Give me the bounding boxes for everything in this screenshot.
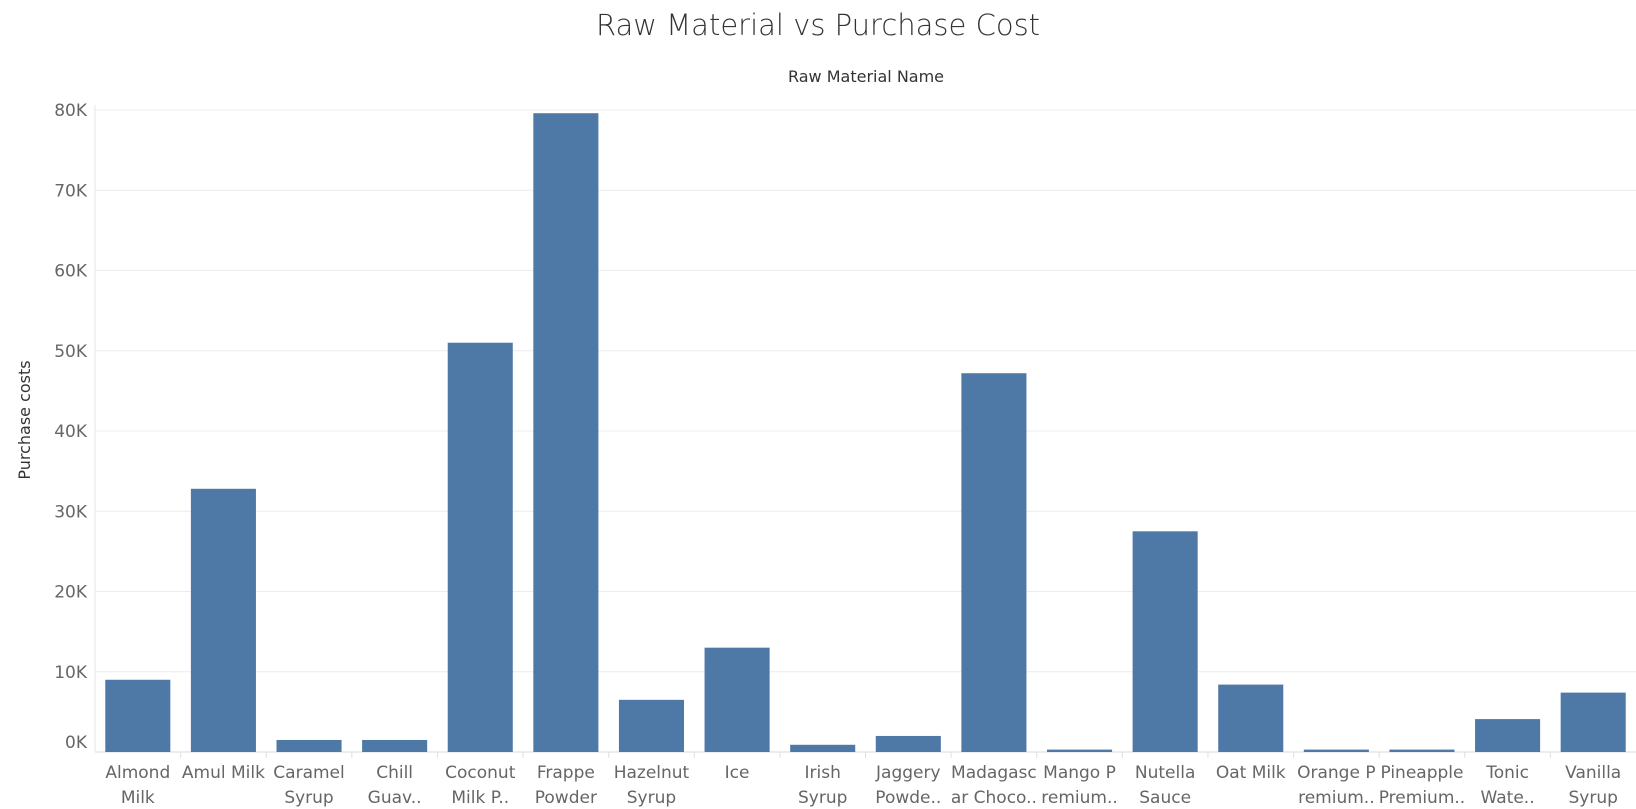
bar[interactable]	[362, 739, 428, 752]
x-tick-label: Ice	[725, 763, 750, 783]
x-tick-label: Pineapple Premium..	[1379, 763, 1465, 808]
bar[interactable]	[1475, 719, 1541, 752]
y-tick-label: 60K	[54, 262, 88, 282]
x-tick-label: Tonic Wate..	[1481, 763, 1535, 808]
x-tick-label: Nutella Sauce	[1135, 763, 1195, 808]
x-tick-label: Vanilla Syrup	[1565, 763, 1621, 808]
y-axis-ticks: 0K 10K 20K 30K 40K 50K 60K 70K 80K	[54, 101, 88, 753]
bar[interactable]	[704, 647, 770, 752]
bar[interactable]	[790, 744, 856, 752]
bar[interactable]	[1389, 749, 1455, 752]
bar[interactable]	[1132, 531, 1198, 752]
gridlines	[94, 105, 1636, 753]
x-axis-title: Raw Material Name	[788, 67, 944, 86]
x-tick-label: Amul Milk	[182, 763, 265, 783]
x-tick-label: Irish Syrup	[798, 763, 847, 808]
bar[interactable]	[1303, 749, 1369, 752]
x-tick-label: Jaggery Powde..	[875, 763, 941, 808]
x-tick-label: Caramel Syrup	[273, 763, 344, 808]
bar[interactable]	[875, 735, 941, 752]
y-tick-label: 50K	[54, 342, 88, 362]
y-tick-label: 0K	[65, 733, 88, 753]
x-tick-label: Chill Guav..	[368, 763, 422, 808]
x-tick-label: Frappe Powder	[535, 763, 597, 808]
y-tick-label: 40K	[54, 422, 88, 442]
y-tick-label: 80K	[54, 101, 88, 121]
chart-title: Raw Material vs Purchase Cost	[595, 8, 1041, 42]
bar[interactable]	[1046, 749, 1113, 752]
y-tick-label: 10K	[54, 663, 88, 683]
bar[interactable]	[105, 679, 171, 752]
x-tick-label: Coconut Milk P..	[445, 763, 516, 808]
bar[interactable]	[190, 488, 256, 752]
bar[interactable]	[276, 739, 342, 752]
bar[interactable]	[1560, 692, 1626, 752]
x-tick-label: Hazelnut Syrup	[614, 763, 690, 808]
bar[interactable]	[961, 373, 1027, 752]
x-tick-label: Oat Milk	[1216, 763, 1286, 783]
x-axis-labels: Almond Milk Amul Milk Caramel Syrup Chill Guav…	[105, 752, 1621, 808]
bar[interactable]	[533, 113, 599, 752]
bars	[105, 113, 1626, 752]
x-tick-label: Madagasc ar Choco..	[951, 763, 1037, 808]
y-tick-label: 20K	[54, 583, 88, 603]
y-tick-label: 70K	[54, 181, 88, 201]
y-tick-label: 30K	[54, 502, 88, 522]
y-axis-title: Purchase costs	[15, 360, 34, 479]
bar[interactable]	[447, 342, 513, 752]
bar[interactable]	[1218, 684, 1284, 752]
bar[interactable]	[618, 699, 685, 752]
x-tick-label: Almond Milk	[105, 763, 170, 808]
